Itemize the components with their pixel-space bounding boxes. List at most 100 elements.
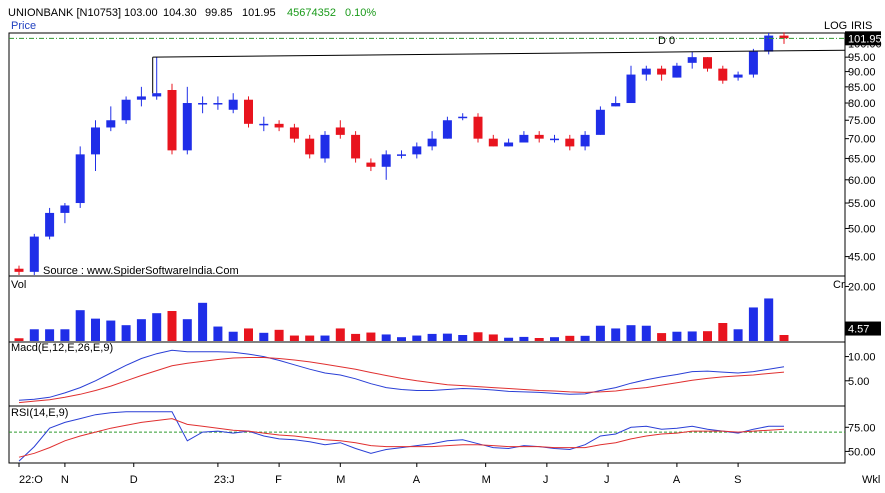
signal-line [18, 418, 785, 458]
volume-bar [550, 337, 559, 341]
volume-bar [14, 338, 24, 341]
volume-bar [106, 320, 116, 341]
volume-bar [259, 332, 269, 341]
candle-body [274, 123, 284, 128]
volume-bar [412, 335, 422, 341]
volume-bar [565, 335, 575, 341]
panel-frames [8, 32, 846, 464]
volume-bar [213, 326, 223, 341]
candle-body [29, 236, 39, 272]
volume-bar [244, 328, 253, 341]
resistance-trendline [152, 49, 846, 58]
volume-bar [335, 328, 345, 341]
volume-bar [29, 329, 39, 341]
time-tick-label: M [336, 474, 345, 486]
candle-body [488, 138, 498, 147]
candle-body [565, 138, 575, 147]
candle-body [121, 99, 131, 121]
axis-tick-label: 50.00 [848, 446, 876, 458]
candle-body [504, 142, 514, 147]
candle-body [182, 103, 192, 151]
volume-bar [534, 338, 544, 341]
vol-last-tag [845, 321, 881, 336]
price-axis: 45.00 50.00 55.00 60.00 65.00 70.00 75.00 80.00… [845, 38, 882, 264]
axis-tick-label: 75.00 [848, 422, 876, 434]
price-tick-label: 65.00 [848, 153, 876, 165]
candle-body [534, 134, 544, 139]
candle-body [60, 205, 70, 213]
volume-bar [167, 311, 177, 341]
volume-bar [458, 335, 468, 341]
time-tick-label: S [734, 474, 741, 486]
last-price-tag-label: 101.95 [848, 33, 882, 45]
candle-body [764, 35, 774, 52]
volume-bar [75, 310, 85, 341]
volume-series [14, 298, 789, 341]
primary-line [18, 349, 785, 401]
candle-body [550, 138, 559, 141]
candle-body [641, 68, 651, 75]
rsi-series: 50.00 75.00 [9, 411, 876, 462]
volume-bar [381, 334, 391, 341]
candle-body [259, 123, 269, 126]
price-tick-label: 90.00 [848, 67, 876, 79]
candle-body [244, 99, 253, 124]
volume-bar [657, 333, 667, 341]
close-value: 101.95 [242, 7, 276, 19]
change-value: 0.10% [345, 7, 376, 19]
volume-bar [488, 334, 498, 341]
volume-bar [595, 325, 605, 341]
symbol-label: UNIONBANK [N10753] [8, 7, 121, 19]
volume-value: 45674352 [287, 7, 336, 19]
candle-body [672, 65, 682, 78]
vol-tick-label: 20.00 [848, 281, 876, 293]
volume-bar [182, 319, 192, 341]
macd-panel-label: Macd(E,12,E,26,E,9) [11, 342, 113, 354]
open-value: 103.00 [124, 7, 158, 19]
candle-body [733, 74, 743, 78]
candle-body [657, 68, 667, 75]
macd-series: 5.00 10.00 [18, 349, 876, 404]
vol-unit-label: Cr [833, 279, 845, 291]
price-tick-label: 95.00 [848, 52, 876, 64]
price-tick-label: 55.00 [848, 198, 876, 210]
candle-body [75, 154, 85, 204]
price-panel-label: Price [11, 20, 36, 32]
volume-bar [60, 329, 70, 341]
candle-body [106, 120, 116, 128]
volume-bar [718, 323, 728, 341]
candle-body [14, 268, 24, 272]
vol-panel-label: Vol [11, 279, 26, 291]
volume-bar [289, 335, 299, 341]
volume-bar [764, 298, 774, 341]
candle-body [779, 35, 789, 39]
volume-bar [672, 331, 682, 341]
time-tick-label: D [130, 474, 138, 486]
price-tick-label: 85.00 [848, 82, 876, 94]
candle-body [626, 74, 636, 104]
volume-bar [626, 325, 636, 341]
period-label[interactable]: Wkl [862, 474, 880, 486]
volume-bar [580, 335, 590, 341]
volume-bar [473, 332, 483, 341]
volume-bar [779, 335, 789, 341]
candle-body [595, 109, 605, 135]
price-tick-label: 70.00 [848, 134, 876, 146]
candle-body [366, 162, 376, 167]
candle-body [580, 134, 590, 147]
signal-line [18, 357, 785, 404]
candle-body [473, 116, 483, 139]
volume-bar [748, 307, 758, 341]
vol-last-tag-label: 4.57 [848, 324, 869, 336]
candle-body [458, 116, 468, 119]
volume-bar [228, 331, 238, 341]
time-tick-label: A [413, 474, 421, 486]
time-tick-label: N [61, 474, 69, 486]
candle-body [687, 57, 697, 63]
price-tick-label: 45.00 [848, 252, 876, 264]
trendline-layer: 101.95 [9, 31, 882, 94]
log-toggle[interactable]: LOG [824, 20, 847, 32]
candle-body [305, 138, 315, 155]
volume-bar [198, 302, 208, 341]
volume-bar [687, 331, 697, 341]
